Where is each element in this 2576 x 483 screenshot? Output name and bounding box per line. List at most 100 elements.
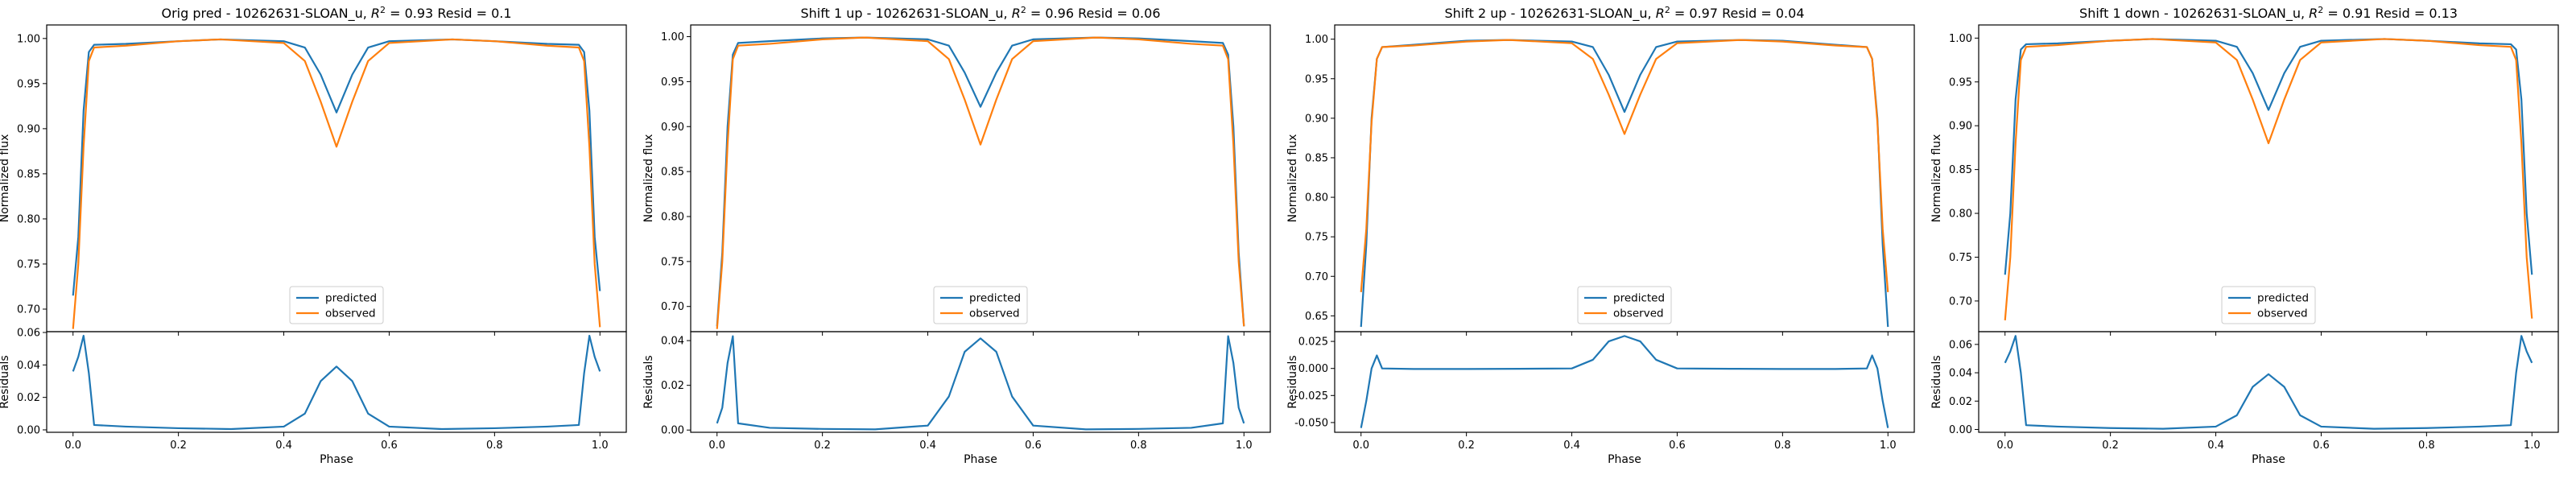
x-tick-label: 0.8 (2418, 440, 2435, 452)
series-line-predicted (1360, 39, 1889, 328)
x-tick-label: 0.4 (275, 440, 292, 452)
chart-title: Shift 1 up - 10262631-SLOAN_u, R2 = 0.96… (800, 5, 1160, 22)
series-line-observed (716, 36, 1245, 329)
legend-label-observed: observed (2257, 308, 2308, 320)
legend-label-observed: observed (325, 308, 376, 320)
x-tick-label: 0.6 (1025, 440, 1042, 452)
title-sup: 2 (2318, 5, 2323, 15)
title-sup: 2 (1665, 5, 1670, 15)
title-text: Shift 1 down - 10262631-SLOAN_u, (2079, 6, 2309, 22)
subplot-top-2: 0.65 0.70 0.75 0.80 0.85 0.90 0.95 1.00 Normaliz… (1286, 5, 1915, 336)
y-tick-label: 0.95 (661, 76, 684, 89)
x-tick-label: 0.2 (2102, 440, 2119, 452)
title-rest: = 0.96 Resid = 0.06 (1026, 6, 1161, 21)
x-tick-label: 1.0 (2524, 440, 2541, 452)
title-sup: 2 (380, 5, 386, 15)
y-tick-label: -0.025 (1294, 390, 1328, 402)
axes-frame (1978, 24, 2559, 332)
axes-frame (1334, 331, 1915, 433)
y-axis-label: Residuals (0, 355, 11, 408)
legend-box (2221, 286, 2316, 324)
y-tick-label: 1.00 (1949, 33, 1972, 45)
series-line-residuals (1360, 335, 1889, 428)
y-tick-label: 0.02 (1949, 396, 1972, 408)
title-text: Shift 2 up - 10262631-SLOAN_u, (1444, 6, 1655, 22)
y-tick-label: 0.00 (661, 425, 684, 437)
y-tick-label: 1.00 (661, 31, 684, 43)
y-tick-label: 0.02 (17, 392, 40, 404)
series-line-residuals (716, 335, 1245, 431)
y-axis-label: Normalized flux (1286, 134, 1299, 223)
series-line-predicted (72, 38, 601, 296)
series-line-predicted (716, 36, 1245, 327)
x-tick-label: 0.6 (381, 440, 398, 452)
y-tick-label: 0.00 (1949, 424, 1972, 436)
y-axis-label: Normalized flux (1930, 134, 1943, 223)
title-rest: = 0.97 Resid = 0.04 (1670, 6, 1805, 21)
y-tick-label: 0.75 (1949, 252, 1972, 264)
legend-label-observed: observed (969, 308, 1020, 320)
x-axis-label: Phase (2252, 453, 2285, 466)
axes-frame (690, 24, 1271, 332)
y-tick-label: 0.95 (1305, 73, 1328, 85)
x-tick-label: 0.4 (2207, 440, 2224, 452)
x-tick-label: 0.2 (814, 440, 831, 452)
y-tick-label: 0.70 (1305, 271, 1328, 283)
title-sup: 2 (1021, 5, 1026, 15)
series-line-predicted (2004, 38, 2533, 275)
legend: predicted observed (933, 286, 1028, 324)
y-tick-label: 0.85 (1949, 164, 1972, 176)
legend: predicted observed (1577, 286, 1672, 324)
series-line-observed (1360, 39, 1889, 292)
x-axis-label: Phase (320, 453, 353, 466)
title-r: R (371, 6, 380, 21)
x-tick-label: 0.0 (1352, 440, 1369, 452)
x-tick-label: 0.0 (708, 440, 725, 452)
x-axis-label: Phase (964, 453, 997, 466)
y-tick-label: 0.02 (661, 380, 684, 392)
y-tick-label: 0.65 (1305, 311, 1328, 323)
y-tick-label: 0.04 (661, 336, 684, 348)
y-axis-label: Normalized flux (642, 134, 655, 223)
title-r: R (1012, 6, 1021, 21)
y-tick-label: 0.80 (17, 213, 40, 225)
y-tick-label: 0.90 (17, 123, 40, 135)
subplot-bottom-3: 0.00 0.02 0.04 0.06 0.0 0.2 0.4 0.6 0.8 1.0 Residu… (1930, 331, 2559, 466)
x-tick-label: 1.0 (1236, 440, 1253, 452)
y-tick-label: 0.85 (661, 167, 684, 179)
y-tick-label: 0.95 (1949, 76, 1972, 89)
x-tick-label: 0.6 (2313, 440, 2330, 452)
title-r: R (1656, 6, 1665, 21)
x-tick-label: 1.0 (592, 440, 609, 452)
series-line-residuals (2004, 335, 2533, 430)
x-tick-label: 0.2 (170, 440, 187, 452)
legend: predicted observed (289, 286, 384, 324)
x-tick-label: 1.0 (1880, 440, 1897, 452)
series-line-residuals (72, 334, 601, 431)
legend-box (933, 286, 1028, 324)
subplot-top-1: 0.70 0.75 0.80 0.85 0.90 0.95 1.00 Normalized f… (642, 5, 1271, 336)
x-tick-label: 0.8 (486, 440, 503, 452)
title-rest: = 0.91 Resid = 0.13 (2323, 6, 2458, 21)
y-tick-label: 0.75 (1305, 232, 1328, 244)
x-tick-label: 0.8 (1774, 440, 1791, 452)
x-tick-label: 0.6 (1669, 440, 1686, 452)
y-tick-label: 0.000 (1298, 363, 1328, 375)
y-tick-label: 0.85 (1305, 152, 1328, 164)
axes-frame (1978, 331, 2559, 433)
axes-frame (46, 24, 627, 332)
x-axis-label: Phase (1608, 453, 1641, 466)
y-tick-label: 0.80 (1949, 208, 1972, 221)
y-axis-label: Residuals (1930, 355, 1943, 408)
y-tick-label: 0.95 (17, 78, 40, 90)
x-tick-label: 0.0 (1996, 440, 2013, 452)
y-axis-label: Residuals (642, 355, 655, 408)
y-axis-label: Residuals (1286, 355, 1299, 408)
y-tick-label: 1.00 (1305, 34, 1328, 46)
subplot-bottom-2: -0.050 -0.025 0.000 0.025 0.0 0.2 0.4 0.6 0.8 1.0… (1286, 331, 1915, 466)
y-tick-label: 0.75 (17, 258, 40, 270)
legend: predicted observed (2221, 286, 2316, 324)
legend-box (289, 286, 384, 324)
legend-label-observed: observed (1613, 308, 1664, 320)
